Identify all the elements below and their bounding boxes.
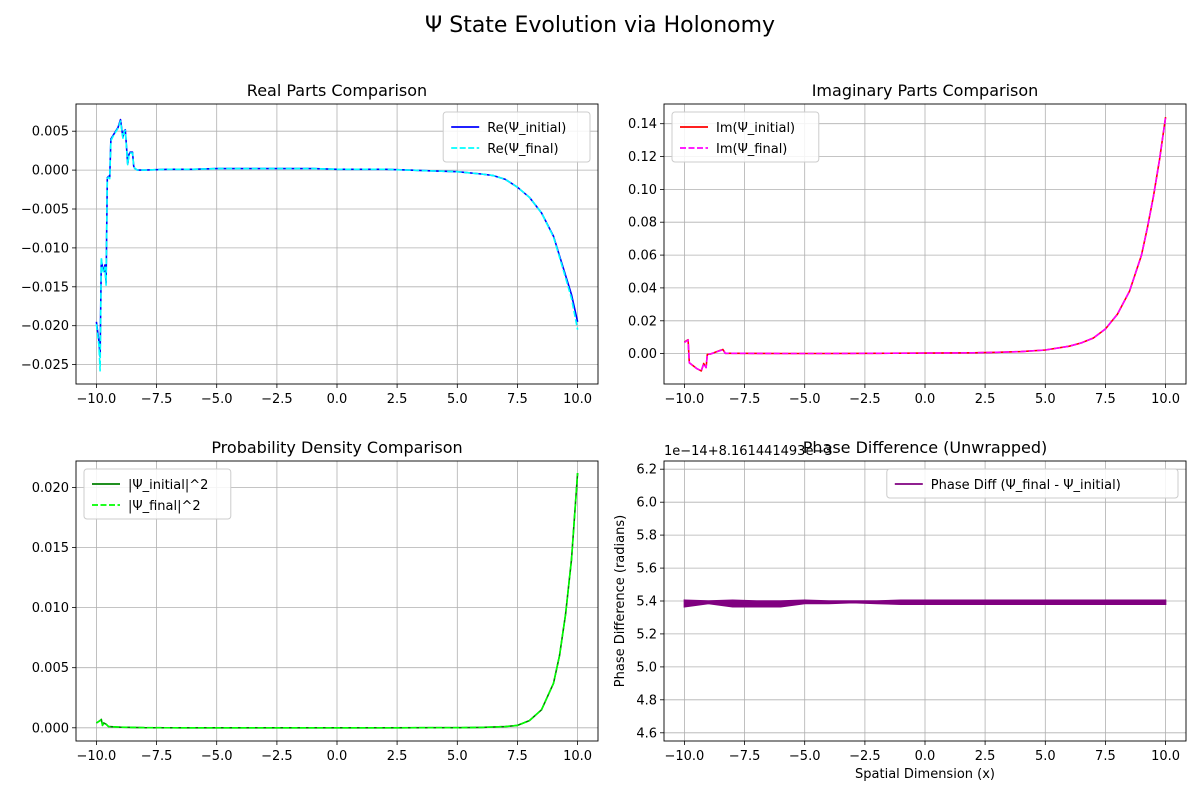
x-tick-label: −5.0: [201, 749, 233, 764]
y-tick-label: 0.005: [32, 125, 69, 140]
axes-frame: [75, 460, 599, 742]
legend-box: [442, 111, 591, 163]
x-tick-label: −5.0: [201, 392, 233, 407]
y-offset-label: 1e−14+8.161441493e−3: [664, 444, 833, 459]
x-tick-label: 7.5: [507, 749, 528, 764]
legend-box: [83, 468, 232, 520]
panel-title: Phase Difference (Unwrapped): [803, 438, 1048, 457]
x-tick-label: 2.5: [975, 392, 996, 407]
y-tick-label: 0.06: [628, 249, 657, 264]
real-parts-panel: −10.0 −7.5 −5.0 −2.5 0.0 2.5 5.0 7.5 10.0 −0.025 −…: [21, 81, 599, 407]
imaginary-parts-panel: −10.0 −7.5 −5.0 −2.5 0.0 2.5 5.0 7.5 10.0 0.00 0.0…: [628, 81, 1187, 407]
x-tick-label: −10.0: [76, 392, 116, 407]
series-line-1: [95, 472, 579, 729]
x-tick-label: 10.0: [563, 749, 592, 764]
y-tick-label: 0.010: [32, 601, 69, 616]
series-line-1: [683, 116, 1167, 372]
x-axis-label: Spatial Dimension (x): [855, 767, 995, 782]
y-tick-label: 0.00: [628, 347, 657, 362]
legend-label: |Ψ_initial|^2: [128, 478, 208, 493]
legend-box: [886, 468, 1179, 499]
axes-frame: [663, 460, 1187, 742]
x-tick-label: −2.5: [261, 749, 293, 764]
y-tick-label: 0.020: [32, 481, 69, 496]
x-tick-label: 0.0: [327, 392, 348, 407]
x-tick-label: 5.0: [447, 392, 468, 407]
axes-frame: [75, 103, 599, 385]
legend-label: Re(Ψ_final): [487, 142, 558, 157]
x-tick-label: 7.5: [1095, 392, 1116, 407]
x-tick-label: 0.0: [915, 392, 936, 407]
x-tick-label: 2.5: [387, 749, 408, 764]
y-tick-label: −0.005: [21, 203, 69, 218]
y-tick-label: 5.6: [636, 562, 657, 577]
x-tick-label: 5.0: [1035, 749, 1056, 764]
x-tick-label: −10.0: [664, 749, 704, 764]
x-tick-label: 5.0: [1035, 392, 1056, 407]
y-tick-label: 6.2: [636, 463, 657, 478]
x-tick-label: 10.0: [563, 392, 592, 407]
y-tick-label: 6.0: [636, 496, 657, 511]
x-tick-label: −5.0: [789, 749, 821, 764]
panel-title: Real Parts Comparison: [247, 81, 427, 100]
x-tick-label: 2.5: [387, 392, 408, 407]
y-tick-label: 0.10: [628, 183, 657, 198]
x-tick-label: 5.0: [447, 749, 468, 764]
y-tick-label: −0.010: [21, 241, 69, 256]
legend-label: Im(Ψ_final): [716, 142, 787, 157]
legend-label: |Ψ_final|^2: [128, 499, 201, 514]
legend-label: Im(Ψ_initial): [716, 121, 795, 136]
y-tick-label: 5.0: [636, 660, 657, 675]
x-tick-label: 2.5: [975, 749, 996, 764]
y-axis-label: Phase Difference (radians): [613, 515, 628, 687]
y-tick-label: 0.04: [628, 281, 657, 296]
axes-frame: [663, 103, 1187, 385]
y-tick-label: −0.015: [21, 280, 69, 295]
x-tick-label: 0.0: [915, 749, 936, 764]
series-line-1: [95, 120, 579, 372]
x-tick-label: 0.0: [327, 749, 348, 764]
x-tick-label: −7.5: [141, 749, 173, 764]
x-tick-label: −10.0: [664, 392, 704, 407]
probability-density-panel: −10.0 −7.5 −5.0 −2.5 0.0 2.5 5.0 7.5 10.0 0.000 0.…: [32, 438, 599, 764]
x-tick-label: −7.5: [729, 749, 761, 764]
y-tick-label: 5.8: [636, 529, 657, 544]
legend-label: Phase Diff (Ψ_final - Ψ_initial): [931, 478, 1121, 493]
y-tick-label: 0.005: [32, 661, 69, 676]
y-tick-label: 0.12: [628, 150, 657, 165]
x-tick-label: 10.0: [1151, 392, 1180, 407]
y-tick-label: 5.2: [636, 627, 657, 642]
y-tick-label: 5.4: [636, 595, 657, 610]
x-tick-label: −2.5: [261, 392, 293, 407]
x-tick-label: −7.5: [729, 392, 761, 407]
y-tick-label: 0.015: [32, 541, 69, 556]
x-tick-label: −2.5: [849, 749, 881, 764]
legend-box: [671, 111, 820, 163]
panel-title: Probability Density Comparison: [211, 438, 462, 457]
x-tick-label: −7.5: [141, 392, 173, 407]
y-tick-label: 0.000: [32, 164, 69, 179]
x-tick-label: −10.0: [76, 749, 116, 764]
x-tick-label: 7.5: [1095, 749, 1116, 764]
y-tick-label: 0.02: [628, 314, 657, 329]
figure-title: Ψ State Evolution via Holonomy: [425, 13, 775, 38]
y-tick-label: −0.025: [21, 358, 69, 373]
y-tick-label: 4.6: [636, 726, 657, 741]
y-tick-label: 0.000: [32, 721, 69, 736]
x-tick-label: −5.0: [789, 392, 821, 407]
x-tick-label: 7.5: [507, 392, 528, 407]
x-tick-label: −2.5: [849, 392, 881, 407]
x-tick-label: 10.0: [1151, 749, 1180, 764]
y-tick-label: 0.08: [628, 216, 657, 231]
y-tick-label: 0.14: [628, 117, 657, 132]
panel-title: Imaginary Parts Comparison: [812, 81, 1039, 100]
y-tick-label: 4.8: [636, 693, 657, 708]
legend-label: Re(Ψ_initial): [487, 121, 566, 136]
y-tick-label: −0.020: [21, 319, 69, 334]
phase-difference-panel: −10.0 −7.5 −5.0 −2.5 0.0 2.5 5.0 7.5 10.0 4.6 4.8 5…: [613, 438, 1187, 782]
series-band-0: [683, 599, 1167, 608]
